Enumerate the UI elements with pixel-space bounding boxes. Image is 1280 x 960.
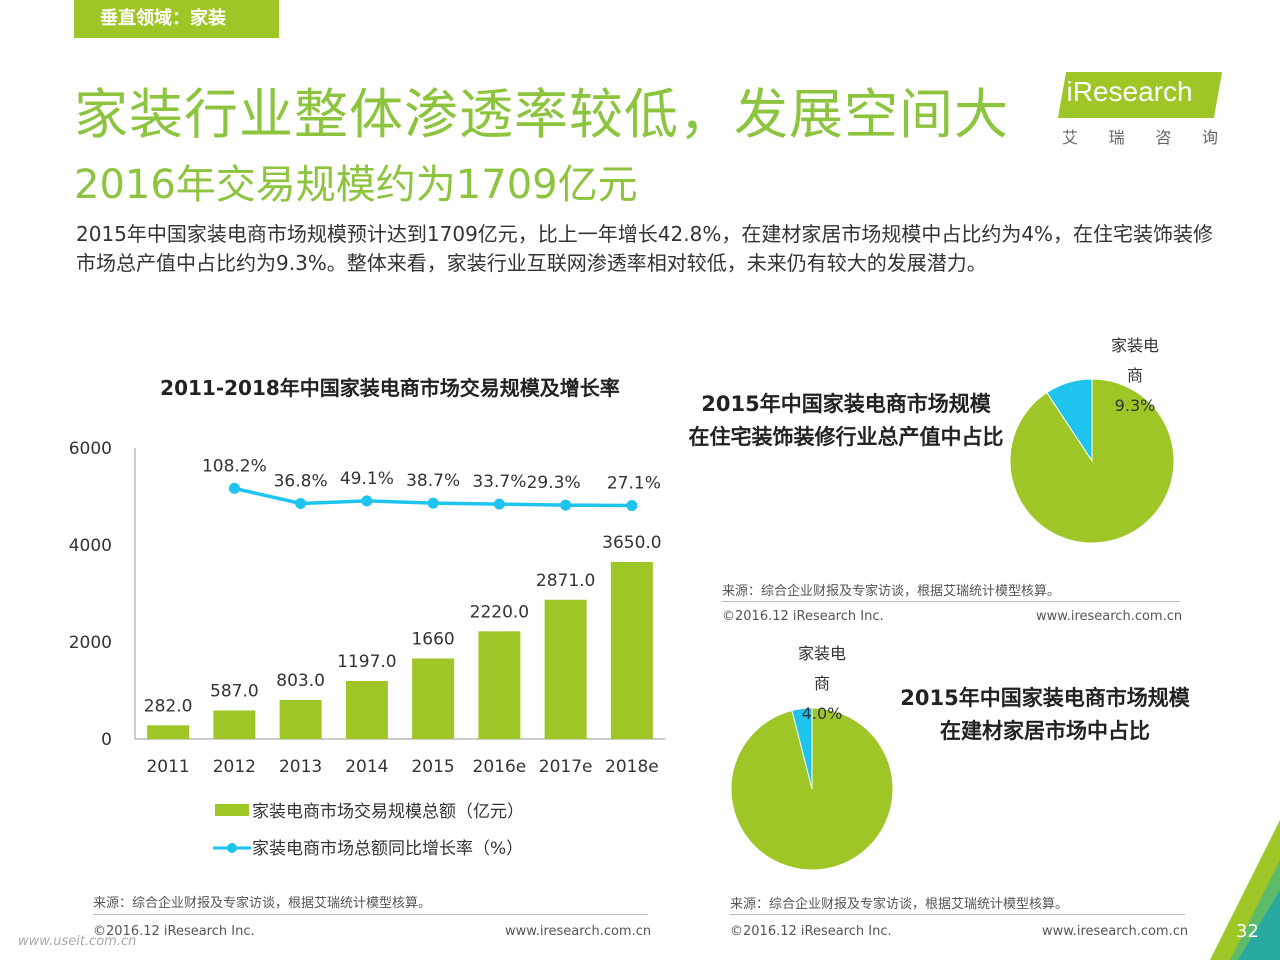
pie2-divider bbox=[730, 914, 1185, 915]
page-title: 家装行业整体渗透率较低，发展空间大 bbox=[74, 83, 1009, 146]
pie1-title-line2: 在住宅装饰装修行业总产值中占比 bbox=[688, 425, 1004, 449]
section-tag: 垂直领域：家装 bbox=[74, 0, 279, 38]
corner-decoration bbox=[1210, 820, 1280, 960]
pie-chart-building-materials: 家装电商 4.0% bbox=[730, 644, 894, 871]
bar-value-label: 2871.0 bbox=[536, 571, 595, 591]
x-tick-label: 2015 bbox=[411, 757, 454, 777]
pie-slice bbox=[1009, 378, 1175, 544]
x-tick-label: 2017e bbox=[539, 757, 593, 777]
pie2-title-line2: 在建材家居市场中占比 bbox=[940, 719, 1150, 743]
pie1-source: 来源：综合企业财报及专家访谈，根据艾瑞统计模型核算。 bbox=[722, 584, 1061, 599]
pie1-title: 2015年中国家装电商市场规模 在住宅装饰装修行业总产值中占比 bbox=[676, 388, 1016, 454]
bar-copyright: ©2016.12 iResearch Inc. bbox=[93, 924, 255, 939]
logo-char: 咨 bbox=[1155, 128, 1172, 147]
pie1-website: www.iresearch.com.cn bbox=[1036, 609, 1183, 624]
growth-point bbox=[493, 498, 505, 510]
x-tick-label: 2013 bbox=[279, 757, 322, 777]
growth-label: 29.3% bbox=[527, 473, 581, 493]
pie1-divider bbox=[722, 601, 1180, 602]
growth-point bbox=[427, 497, 439, 509]
bar-chart-title: 2011-2018年中国家装电商市场交易规模及增长率 bbox=[160, 376, 620, 400]
bar-value-label: 2220.0 bbox=[470, 602, 529, 622]
bar-value-label: 1197.0 bbox=[337, 652, 396, 672]
legend-line-label: 家装电商市场总额同比增长率（%） bbox=[252, 839, 523, 859]
bar bbox=[544, 599, 587, 739]
bar-value-label: 282.0 bbox=[144, 696, 193, 716]
y-tick-label: 6000 bbox=[69, 439, 112, 459]
bar bbox=[478, 631, 521, 739]
pie-slice-label: 家装电 bbox=[798, 644, 846, 663]
x-tick-label: 2018e bbox=[605, 757, 659, 777]
pie-slice-label: 商 bbox=[814, 674, 830, 693]
bar-value-label: 803.0 bbox=[276, 671, 325, 691]
watermark: www.useit.com.cn bbox=[18, 934, 137, 949]
y-tick-label: 4000 bbox=[69, 536, 112, 556]
bar-source: 来源：综合企业财报及专家访谈，根据艾瑞统计模型核算。 bbox=[93, 896, 432, 911]
page-number: 32 bbox=[1236, 921, 1259, 942]
growth-label: 49.1% bbox=[340, 469, 394, 489]
legend-bar-swatch bbox=[215, 804, 249, 816]
x-tick-label: 2011 bbox=[146, 757, 189, 777]
growth-label: 108.2% bbox=[202, 456, 267, 476]
growth-label: 33.7% bbox=[472, 472, 526, 492]
page-description: 2015年中国家装电商市场规模预计达到1709亿元，比上一年增长42.8%，在建… bbox=[76, 222, 1214, 275]
iresearch-logo: iResearch 艾 瑞 咨 询 bbox=[1056, 68, 1223, 148]
logo-word: iResearch bbox=[1066, 76, 1193, 107]
pie2-source: 来源：综合企业财报及专家访谈，根据艾瑞统计模型核算。 bbox=[730, 897, 1069, 912]
growth-point bbox=[295, 498, 307, 510]
bar bbox=[279, 700, 322, 739]
bar-value-label: 3650.0 bbox=[602, 533, 661, 553]
pie2-copyright: ©2016.12 iResearch Inc. bbox=[730, 924, 892, 939]
pie1-copyright: ©2016.12 iResearch Inc. bbox=[722, 609, 884, 624]
x-tick-label: 2014 bbox=[345, 757, 388, 777]
x-tick-label: 2012 bbox=[213, 757, 256, 777]
y-tick-label: 2000 bbox=[69, 633, 112, 653]
bar bbox=[610, 561, 653, 739]
pie2-title-line1: 2015年中国家装电商市场规模 bbox=[900, 686, 1190, 710]
bar-value-label: 1660 bbox=[411, 629, 454, 649]
page-subtitle: 2016年交易规模约为1709亿元 bbox=[74, 162, 638, 208]
bar bbox=[345, 680, 388, 739]
bar-website: www.iresearch.com.cn bbox=[505, 924, 652, 939]
logo-char: 瑞 bbox=[1108, 128, 1125, 147]
pie-chart-residential: 家装电商 9.3% bbox=[1009, 336, 1175, 544]
bar bbox=[147, 725, 190, 739]
bar bbox=[412, 658, 455, 739]
pie-slice-label: 商 bbox=[1127, 366, 1143, 385]
growth-point bbox=[560, 499, 572, 511]
legend-bar-label: 家装电商市场交易规模总额（亿元） bbox=[252, 802, 524, 822]
x-tick-label: 2016e bbox=[473, 757, 527, 777]
pie2-title: 2015年中国家装电商市场规模 在建材家居市场中占比 bbox=[880, 682, 1210, 748]
bar-divider bbox=[93, 914, 648, 915]
pie-value-label: 4.0% bbox=[802, 704, 843, 723]
pie-slice bbox=[730, 707, 894, 871]
growth-point bbox=[361, 495, 373, 507]
growth-label: 38.7% bbox=[406, 471, 460, 491]
pie-slice-label: 家装电 bbox=[1111, 336, 1159, 355]
pie-value-label: 9.3% bbox=[1115, 396, 1156, 415]
legend-line-marker bbox=[227, 843, 237, 853]
bar-value-label: 587.0 bbox=[210, 682, 259, 702]
growth-point bbox=[626, 500, 638, 512]
pie2-website: www.iresearch.com.cn bbox=[1042, 924, 1189, 939]
pie1-title-line1: 2015年中国家装电商市场规模 bbox=[701, 392, 991, 416]
bar-line-chart: 0 2000 4000 6000 282.0 2011 587.0 2012 803.0 2013… bbox=[69, 439, 665, 859]
bar bbox=[213, 710, 256, 739]
growth-point bbox=[228, 482, 240, 494]
logo-char: 询 bbox=[1201, 128, 1218, 147]
y-tick-label: 0 bbox=[101, 730, 112, 750]
logo-char: 艾 bbox=[1062, 128, 1079, 147]
growth-label: 36.8% bbox=[274, 472, 328, 492]
growth-label: 27.1% bbox=[607, 474, 661, 494]
